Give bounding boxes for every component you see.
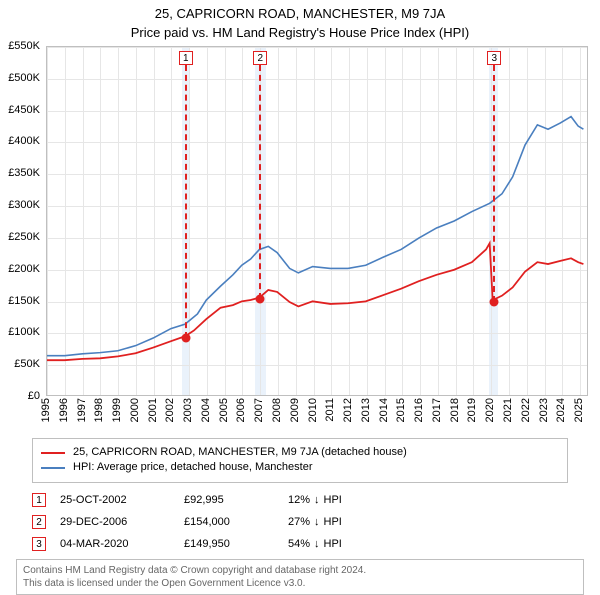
transaction-date: 29-DEC-2006 [60,516,170,528]
x-tick-label: 2011 [324,398,336,422]
x-tick-label: 2025 [573,398,585,422]
x-tick-label: 1999 [111,398,123,422]
x-tick-label: 2014 [378,398,390,422]
legend-swatch [41,467,65,469]
arrow-down-icon: ↓ [314,494,320,506]
series-hpi [47,117,583,356]
chart-marker-dot [181,333,190,342]
chart-marker-box: 1 [179,51,193,65]
transaction-delta: 12% ↓ HPI [288,494,342,506]
y-tick-label: £300K [8,199,40,211]
chart-plot-wrap: 1 2 3 [46,46,588,396]
delta-vs: HPI [324,516,342,528]
chart-marker-box: 2 [253,51,267,65]
y-tick-label: £50K [14,358,40,370]
chart-container: 25, CAPRICORN ROAD, MANCHESTER, M9 7JA P… [0,0,600,590]
x-tick-label: 1995 [40,398,52,422]
x-tick-label: 2000 [129,398,141,422]
table-row: 3 04-MAR-2020 £149,950 54% ↓ HPI [32,533,568,555]
chart-marker-dot [490,297,499,306]
x-tick-label: 2006 [235,398,247,422]
x-tick-label: 2009 [289,398,301,422]
legend-label: HPI: Average price, detached house, Manc… [73,460,313,475]
y-tick-label: £350K [8,167,40,179]
delta-pct: 12% [288,494,310,506]
legend-item: HPI: Average price, detached house, Manc… [41,460,559,475]
x-tick-label: 2019 [466,398,478,422]
transaction-price: £149,950 [184,538,274,550]
delta-vs: HPI [324,538,342,550]
x-tick-label: 2007 [253,398,265,422]
x-tick-label: 1997 [76,398,88,422]
legend: 25, CAPRICORN ROAD, MANCHESTER, M9 7JA (… [32,438,568,483]
y-tick-label: £450K [8,104,40,116]
footer-attribution: Contains HM Land Registry data © Crown c… [16,559,584,595]
x-tick-label: 2020 [484,398,496,422]
y-tick-label: £250K [8,231,40,243]
y-tick-label: £150K [8,295,40,307]
marker-id-box: 2 [32,515,46,529]
x-tick-label: 2010 [307,398,319,422]
transaction-delta: 27% ↓ HPI [288,516,342,528]
x-tick-label: 2004 [200,398,212,422]
delta-vs: HPI [324,494,342,506]
transaction-date: 04-MAR-2020 [60,538,170,550]
y-tick-label: £0 [28,390,40,402]
chart-title: 25, CAPRICORN ROAD, MANCHESTER, M9 7JA [0,0,600,21]
x-tick-label: 2013 [360,398,372,422]
x-tick-label: 2003 [182,398,194,422]
x-tick-label: 2022 [520,398,532,422]
transaction-price: £154,000 [184,516,274,528]
footer-line: Contains HM Land Registry data © Crown c… [23,564,577,577]
transaction-price: £92,995 [184,494,274,506]
y-tick-label: £200K [8,263,40,275]
x-tick-label: 2001 [147,398,159,422]
chart-marker-dot [256,295,265,304]
legend-label: 25, CAPRICORN ROAD, MANCHESTER, M9 7JA (… [73,445,407,460]
series-price_paid [47,243,583,360]
y-axis-labels: £0£50K£100K£150K£200K£250K£300K£350K£400… [0,46,44,396]
delta-pct: 54% [288,538,310,550]
chart-subtitle: Price paid vs. HM Land Registry's House … [0,21,600,46]
y-tick-label: £500K [8,72,40,84]
chart-svg [47,47,587,395]
x-tick-label: 2021 [502,398,514,422]
x-tick-label: 2015 [395,398,407,422]
x-tick-label: 2005 [218,398,230,422]
y-tick-label: £400K [8,135,40,147]
x-tick-label: 2002 [164,398,176,422]
arrow-down-icon: ↓ [314,538,320,550]
y-tick-label: £100K [8,326,40,338]
legend-item: 25, CAPRICORN ROAD, MANCHESTER, M9 7JA (… [41,445,559,460]
x-tick-label: 1996 [58,398,70,422]
x-tick-label: 2016 [413,398,425,422]
x-tick-label: 2024 [555,398,567,422]
transaction-delta: 54% ↓ HPI [288,538,342,550]
plot-area: 1 2 3 [46,46,588,396]
x-tick-label: 2008 [271,398,283,422]
marker-id-box: 1 [32,493,46,507]
x-axis-labels: 1995199619971998199920002001200220032004… [46,396,588,430]
x-tick-label: 2018 [449,398,461,422]
table-row: 1 25-OCT-2002 £92,995 12% ↓ HPI [32,489,568,511]
y-tick-label: £550K [8,40,40,52]
x-tick-label: 2017 [431,398,443,422]
x-tick-label: 2023 [538,398,550,422]
x-tick-label: 2012 [342,398,354,422]
table-row: 2 29-DEC-2006 £154,000 27% ↓ HPI [32,511,568,533]
transaction-date: 25-OCT-2002 [60,494,170,506]
marker-id-box: 3 [32,537,46,551]
footer-line: This data is licensed under the Open Gov… [23,577,577,590]
arrow-down-icon: ↓ [314,516,320,528]
delta-pct: 27% [288,516,310,528]
x-tick-label: 1998 [93,398,105,422]
chart-marker-box: 3 [487,51,501,65]
legend-swatch [41,452,65,454]
transactions-table: 1 25-OCT-2002 £92,995 12% ↓ HPI 2 29-DEC… [32,489,568,555]
